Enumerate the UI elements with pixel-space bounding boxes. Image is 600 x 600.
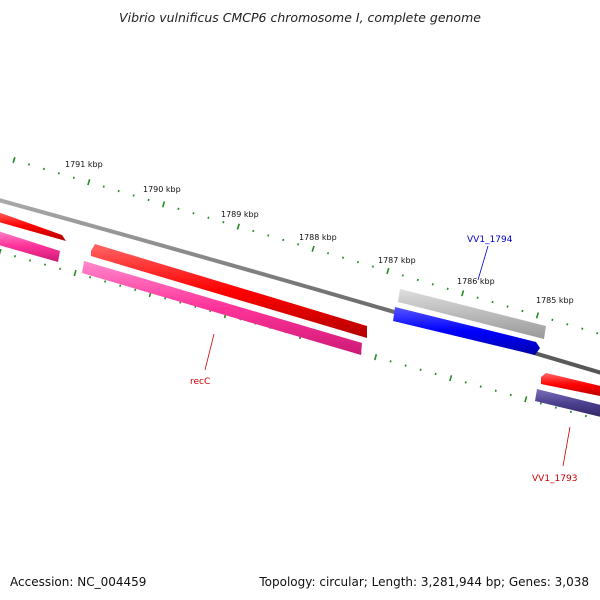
forward-gene-alt-feature[interactable] xyxy=(0,230,60,262)
tick-mark xyxy=(161,201,166,208)
tick-mark xyxy=(446,287,449,290)
tick-mark xyxy=(491,300,494,304)
tick-mark xyxy=(356,260,360,264)
tick-mark xyxy=(44,263,47,266)
tick-mark xyxy=(584,414,587,418)
tick-mark xyxy=(464,381,467,384)
accession-text: Accession: NC_004459 xyxy=(10,575,147,589)
tick-mark xyxy=(596,331,599,335)
tick-mark xyxy=(539,402,542,405)
tick-mark xyxy=(252,229,255,233)
VV1_1793-paired-feature[interactable] xyxy=(541,373,600,397)
tick-mark xyxy=(29,259,32,262)
tick-label: 1787 kbp xyxy=(378,256,416,265)
tick-mark xyxy=(282,238,285,242)
tick-mark xyxy=(27,163,31,166)
VV1_1794-gene-feature[interactable] xyxy=(393,307,540,355)
tick-mark xyxy=(431,283,434,286)
tick-mark xyxy=(341,256,345,259)
tick-mark xyxy=(581,327,584,330)
tick-mark xyxy=(119,284,122,287)
tick-mark xyxy=(449,375,453,382)
tick-mark xyxy=(59,267,62,271)
tick-mark xyxy=(401,274,404,277)
tick-mark xyxy=(461,290,465,297)
gene-label-VV1_1793[interactable]: VV1_1793 xyxy=(532,474,577,484)
VV1_1794-leader-line xyxy=(477,245,489,281)
recC-paired-feature[interactable] xyxy=(82,261,362,355)
tick-mark xyxy=(164,297,167,300)
tick-mark xyxy=(267,234,270,237)
tick-mark xyxy=(551,318,554,322)
tick-mark xyxy=(326,252,330,255)
tick-mark xyxy=(311,245,315,252)
tick-mark xyxy=(566,323,569,326)
gene-label-VV1_1794[interactable]: VV1_1794 xyxy=(467,235,513,245)
tick-mark xyxy=(416,278,419,282)
tick-mark xyxy=(104,280,107,283)
tick-mark xyxy=(147,198,150,202)
tick-mark xyxy=(297,243,300,246)
VV1_1794-region-feature[interactable] xyxy=(398,289,546,339)
tick-label: 1791 kbp xyxy=(65,160,103,169)
tick-label: 1786 kbp xyxy=(457,277,495,286)
tick-mark xyxy=(389,360,392,363)
tick-mark xyxy=(373,354,378,361)
tick-mark xyxy=(554,406,557,409)
tick-mark xyxy=(57,172,60,175)
tick-mark xyxy=(521,309,524,313)
tick-mark xyxy=(72,176,75,179)
tick-mark xyxy=(132,194,135,197)
tick-mark xyxy=(524,396,528,403)
tick-mark xyxy=(177,207,180,211)
tick-mark xyxy=(42,167,45,171)
tick-mark xyxy=(117,189,120,193)
tick-mark xyxy=(13,255,17,258)
tick-label: 1789 kbp xyxy=(221,210,259,219)
forward-gene-feature[interactable] xyxy=(0,211,66,241)
tick-mark xyxy=(569,410,572,414)
tick-mark xyxy=(89,276,92,279)
genome-summary-text: Topology: circular; Length: 3,281,944 bp… xyxy=(259,575,589,589)
tick-label: 1788 kbp xyxy=(299,233,337,242)
tick-mark xyxy=(476,296,479,299)
tick-label: 1790 kbp xyxy=(143,185,181,194)
tick-marks-outer xyxy=(12,156,599,335)
tick-mark xyxy=(509,393,512,397)
tick-mark xyxy=(236,223,240,230)
tick-mark xyxy=(134,288,137,292)
tick-mark xyxy=(0,248,2,255)
tick-mark xyxy=(12,156,16,164)
tick-label: 1785 kbp xyxy=(536,296,574,305)
VV1_1793-gene-feature[interactable] xyxy=(535,389,600,418)
tick-mark xyxy=(419,368,422,371)
tick-mark xyxy=(404,364,407,367)
tick-mark xyxy=(371,265,374,268)
tick-mark xyxy=(506,305,509,308)
tick-mark xyxy=(207,216,210,219)
recC-gene-feature[interactable] xyxy=(91,244,367,338)
tick-mark xyxy=(386,267,390,275)
tick-mark xyxy=(73,269,77,277)
tick-mark xyxy=(102,185,105,188)
tick-mark xyxy=(479,385,482,388)
tick-mark xyxy=(192,212,195,215)
recC-leader-line xyxy=(204,333,215,371)
gene-label-recC[interactable]: recC xyxy=(190,377,210,387)
tick-mark xyxy=(494,389,497,392)
tick-mark xyxy=(434,372,437,376)
tick-mark xyxy=(222,220,225,224)
VV1_1793-leader-line xyxy=(562,426,571,467)
map-title: Vibrio vulnificus CMCP6 chromosome I, co… xyxy=(119,10,481,25)
tick-mark xyxy=(535,312,540,319)
tick-mark xyxy=(87,179,91,186)
